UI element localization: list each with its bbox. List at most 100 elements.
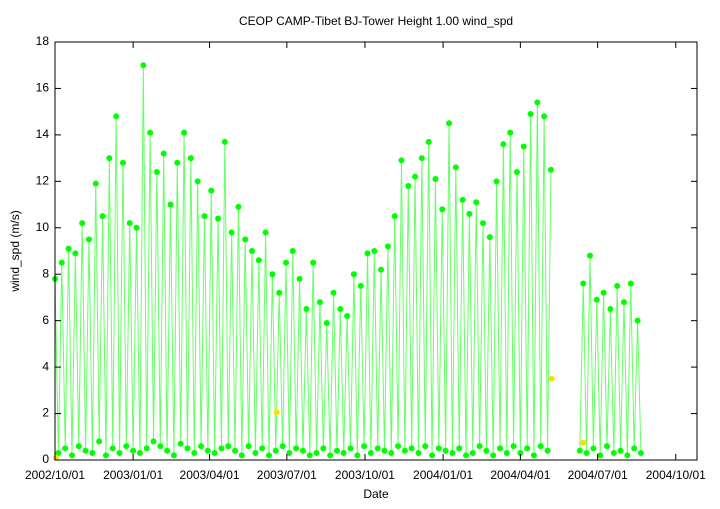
data-point: [517, 450, 524, 457]
data-point: [398, 157, 405, 164]
data-point: [167, 201, 174, 208]
data-point: [262, 229, 269, 236]
data-point: [354, 452, 361, 459]
data-point: [238, 452, 245, 459]
data-point: [316, 299, 323, 306]
y-tick-label: 16: [36, 81, 50, 95]
data-point: [534, 99, 541, 106]
data-point: [109, 445, 116, 452]
y-tick-label: 4: [42, 359, 49, 373]
data-point: [136, 450, 143, 457]
data-point: [232, 447, 239, 454]
data-point: [293, 445, 300, 452]
data-point: [276, 289, 283, 296]
data-point: [614, 282, 621, 289]
y-tick-label: 14: [36, 127, 50, 141]
data-point: [96, 438, 103, 445]
data-point: [401, 447, 408, 454]
data-point: [503, 450, 510, 457]
data-point: [530, 452, 537, 459]
data-point: [429, 452, 436, 459]
data-point: [418, 155, 425, 162]
data-point: [153, 169, 160, 176]
data-point: [296, 275, 303, 282]
data-point: [201, 213, 208, 220]
data-point: [350, 271, 357, 278]
x-tick-label: 2002/10/01: [25, 468, 85, 482]
data-point: [313, 450, 320, 457]
data-point: [610, 450, 617, 457]
data-point: [340, 450, 347, 457]
data-point: [357, 282, 364, 289]
x-tick-label: 2004/04/01: [490, 468, 550, 482]
data-point: [452, 164, 459, 171]
data-point: [432, 176, 439, 183]
data-point: [422, 443, 429, 450]
data-point: [513, 169, 520, 176]
data-point: [381, 447, 388, 454]
data-point: [157, 443, 164, 450]
data-point: [576, 447, 583, 454]
data-point: [408, 445, 415, 452]
data-point: [624, 452, 631, 459]
data-point: [286, 450, 293, 457]
data-point: [123, 443, 130, 450]
data-point: [469, 450, 476, 457]
data-point: [378, 266, 385, 273]
data-point: [371, 248, 378, 254]
data-point: [442, 447, 449, 454]
data-point: [126, 220, 133, 227]
data-point: [133, 224, 140, 231]
data-point: [143, 445, 150, 452]
data-point: [62, 445, 69, 452]
data-point: [89, 450, 96, 457]
data-point: [548, 375, 555, 382]
data-point: [333, 447, 340, 454]
data-point: [102, 452, 109, 459]
data-point: [140, 62, 147, 69]
data-point: [483, 447, 490, 454]
data-point: [627, 280, 634, 287]
series-line: [54, 65, 552, 456]
data-point: [637, 450, 644, 457]
data-point: [130, 447, 137, 454]
data-point: [85, 236, 92, 243]
data-point: [391, 213, 398, 220]
data-point: [198, 443, 205, 450]
data-point: [181, 129, 188, 136]
data-point: [249, 248, 256, 254]
plot-frame: [54, 41, 698, 461]
data-point: [456, 445, 463, 452]
data-point: [92, 180, 99, 187]
data-point: [310, 259, 317, 266]
data-point: [79, 220, 86, 227]
data-point: [289, 248, 296, 254]
data-point: [106, 155, 113, 162]
data-point: [282, 259, 289, 266]
data-point: [327, 452, 334, 459]
data-point: [184, 445, 191, 452]
data-point: [187, 155, 194, 162]
data-point: [486, 234, 493, 241]
data-point: [537, 443, 544, 450]
data-point: [344, 313, 351, 320]
data-point: [480, 220, 486, 227]
data-point: [446, 120, 453, 127]
data-point: [252, 450, 259, 457]
x-tick-label: 2003/07/01: [257, 468, 317, 482]
data-point: [580, 280, 587, 287]
data-point: [583, 450, 590, 457]
data-point: [580, 439, 587, 446]
y-axis-label: wind_spd (m/s): [8, 210, 22, 292]
data-point: [75, 443, 82, 450]
x-tick-label: 2003/10/01: [335, 468, 395, 482]
x-tick-label: 2003/01/01: [103, 468, 163, 482]
data-point: [412, 173, 419, 180]
data-point: [218, 445, 225, 452]
data-point: [473, 199, 480, 206]
data-point: [174, 159, 181, 166]
data-point: [194, 178, 201, 185]
data-point: [255, 257, 262, 264]
data-point: [547, 166, 554, 173]
